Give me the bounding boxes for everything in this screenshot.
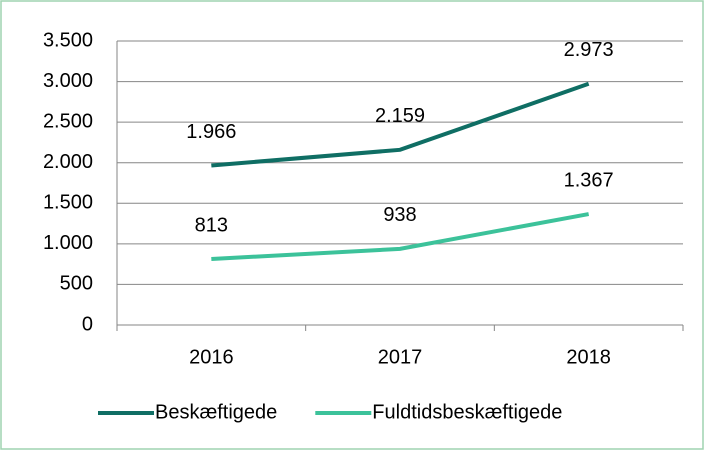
- x-tick-label: 2018: [566, 346, 611, 368]
- data-label: 1.367: [564, 169, 614, 191]
- x-tick-label: 2017: [378, 346, 423, 368]
- y-tick-label: 1.500: [43, 192, 93, 214]
- y-tick-label: 3.000: [43, 70, 93, 92]
- series-line: [211, 212, 590, 262]
- series-line: [211, 81, 590, 168]
- y-tick-label: 3.500: [43, 29, 93, 51]
- legend-label: Fuldtidsbeskæftigede: [372, 401, 562, 423]
- data-label: 938: [383, 204, 416, 226]
- y-tick-label: 2.000: [43, 151, 93, 173]
- data-label: 813: [195, 214, 228, 236]
- data-label: 2.973: [564, 39, 614, 61]
- data-label: 1.966: [186, 121, 236, 143]
- legend-label: Beskæftigede: [155, 401, 277, 423]
- y-tick-label: 500: [60, 273, 93, 295]
- data-label: 2.159: [375, 105, 425, 127]
- y-tick-label: 1.000: [43, 232, 93, 254]
- y-tick-label: 0: [82, 313, 93, 335]
- y-tick-label: 2.500: [43, 110, 93, 132]
- x-tick-label: 2016: [189, 346, 234, 368]
